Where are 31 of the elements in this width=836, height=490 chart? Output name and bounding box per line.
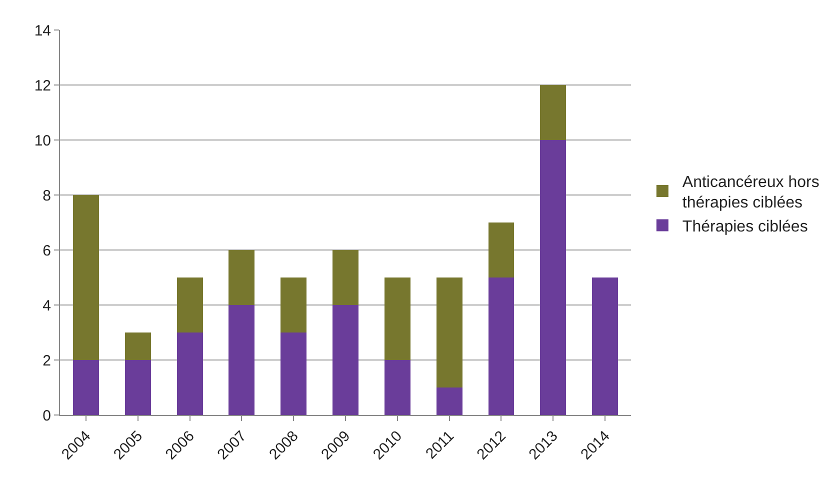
y-tick-label: 6 — [42, 242, 51, 260]
y-tick-label: 12 — [34, 77, 51, 94]
y-tick-label: 0 — [42, 407, 51, 424]
bar — [228, 305, 255, 415]
bar — [384, 278, 410, 360]
bar — [540, 140, 566, 415]
y-tick-label: 10 — [34, 132, 51, 150]
bar — [332, 250, 358, 305]
bar — [540, 85, 566, 140]
bar — [280, 332, 307, 415]
legend-label: Anticancéreux hors thérapies ciblées — [682, 174, 820, 212]
bar — [488, 278, 514, 415]
bar — [124, 332, 151, 360]
y-tick-label: 4 — [42, 297, 51, 314]
bar — [592, 278, 618, 415]
bar — [176, 278, 203, 332]
bar — [124, 360, 151, 415]
bar — [280, 278, 307, 332]
bar — [436, 278, 462, 388]
legend-label: Thérapies ciblées — [682, 218, 808, 236]
bar — [436, 388, 462, 415]
bar — [332, 305, 358, 415]
y-tick-label: 2 — [42, 352, 51, 370]
bar — [488, 222, 514, 278]
bar — [72, 360, 99, 415]
bar — [384, 360, 410, 415]
y-tick-label: 8 — [42, 187, 51, 204]
bar — [228, 250, 255, 305]
bar — [72, 195, 99, 360]
bar — [176, 332, 203, 415]
y-tick-label: 14 — [34, 22, 51, 40]
